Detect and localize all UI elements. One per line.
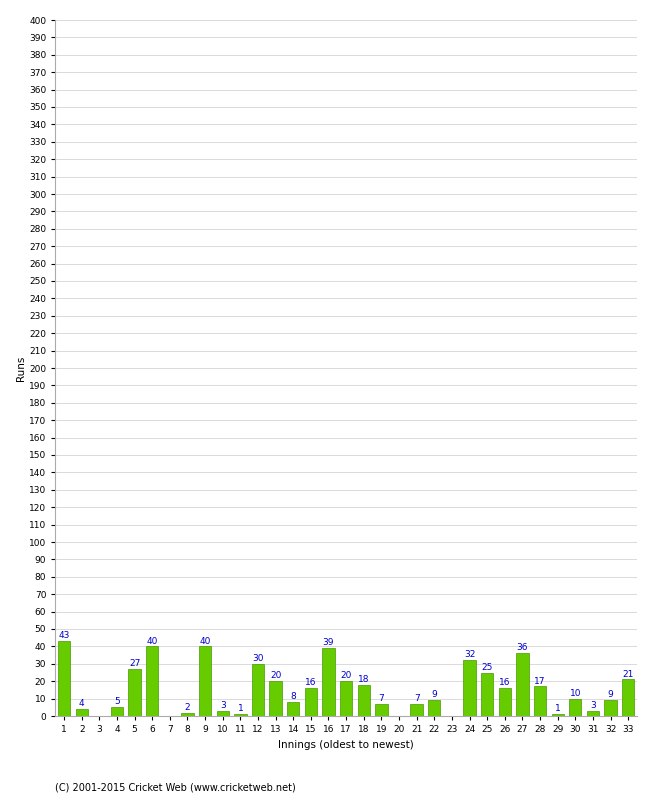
Text: 16: 16 <box>499 678 510 687</box>
Text: 20: 20 <box>270 671 281 680</box>
Bar <box>340 682 352 716</box>
Text: 20: 20 <box>341 671 352 680</box>
Bar <box>252 664 264 716</box>
Text: 10: 10 <box>569 689 581 698</box>
Bar <box>305 688 317 716</box>
Y-axis label: Runs: Runs <box>16 355 26 381</box>
Text: 40: 40 <box>200 637 211 646</box>
Text: 32: 32 <box>464 650 475 659</box>
Bar <box>199 646 211 716</box>
Text: 17: 17 <box>534 677 546 686</box>
Text: 4: 4 <box>79 699 84 708</box>
Bar <box>234 714 246 716</box>
Bar <box>516 654 528 716</box>
Text: 40: 40 <box>146 637 158 646</box>
Bar <box>534 686 546 716</box>
Bar <box>146 646 159 716</box>
Text: 7: 7 <box>378 694 384 703</box>
Text: 16: 16 <box>305 678 317 687</box>
Text: 25: 25 <box>482 662 493 672</box>
Bar <box>287 702 300 716</box>
Bar <box>129 669 141 716</box>
Text: 9: 9 <box>608 690 614 699</box>
Bar <box>216 710 229 716</box>
Text: 2: 2 <box>185 702 190 712</box>
Bar <box>428 700 441 716</box>
Text: 27: 27 <box>129 659 140 668</box>
Text: 30: 30 <box>252 654 264 663</box>
Bar <box>499 688 511 716</box>
Text: 3: 3 <box>590 701 596 710</box>
Bar <box>551 714 564 716</box>
Text: 39: 39 <box>323 638 334 647</box>
Bar <box>322 648 335 716</box>
Bar <box>375 704 387 716</box>
Bar <box>181 713 194 716</box>
Bar <box>111 707 123 716</box>
Bar <box>270 682 282 716</box>
Bar <box>410 704 422 716</box>
Text: 7: 7 <box>414 694 419 703</box>
Bar <box>622 679 634 716</box>
Bar <box>358 685 370 716</box>
Text: 36: 36 <box>517 643 528 653</box>
Text: 18: 18 <box>358 675 369 684</box>
Text: 8: 8 <box>291 692 296 702</box>
Bar <box>58 641 70 716</box>
Text: 1: 1 <box>555 704 560 714</box>
Text: 43: 43 <box>58 631 70 640</box>
Text: 1: 1 <box>237 704 243 714</box>
Text: 5: 5 <box>114 698 120 706</box>
Bar <box>463 660 476 716</box>
X-axis label: Innings (oldest to newest): Innings (oldest to newest) <box>278 739 414 750</box>
Text: (C) 2001-2015 Cricket Web (www.cricketweb.net): (C) 2001-2015 Cricket Web (www.cricketwe… <box>55 782 296 792</box>
Text: 9: 9 <box>432 690 437 699</box>
Bar <box>481 673 493 716</box>
Bar <box>604 700 617 716</box>
Bar <box>569 698 582 716</box>
Text: 21: 21 <box>623 670 634 678</box>
Bar <box>75 709 88 716</box>
Text: 3: 3 <box>220 701 226 710</box>
Bar <box>587 710 599 716</box>
